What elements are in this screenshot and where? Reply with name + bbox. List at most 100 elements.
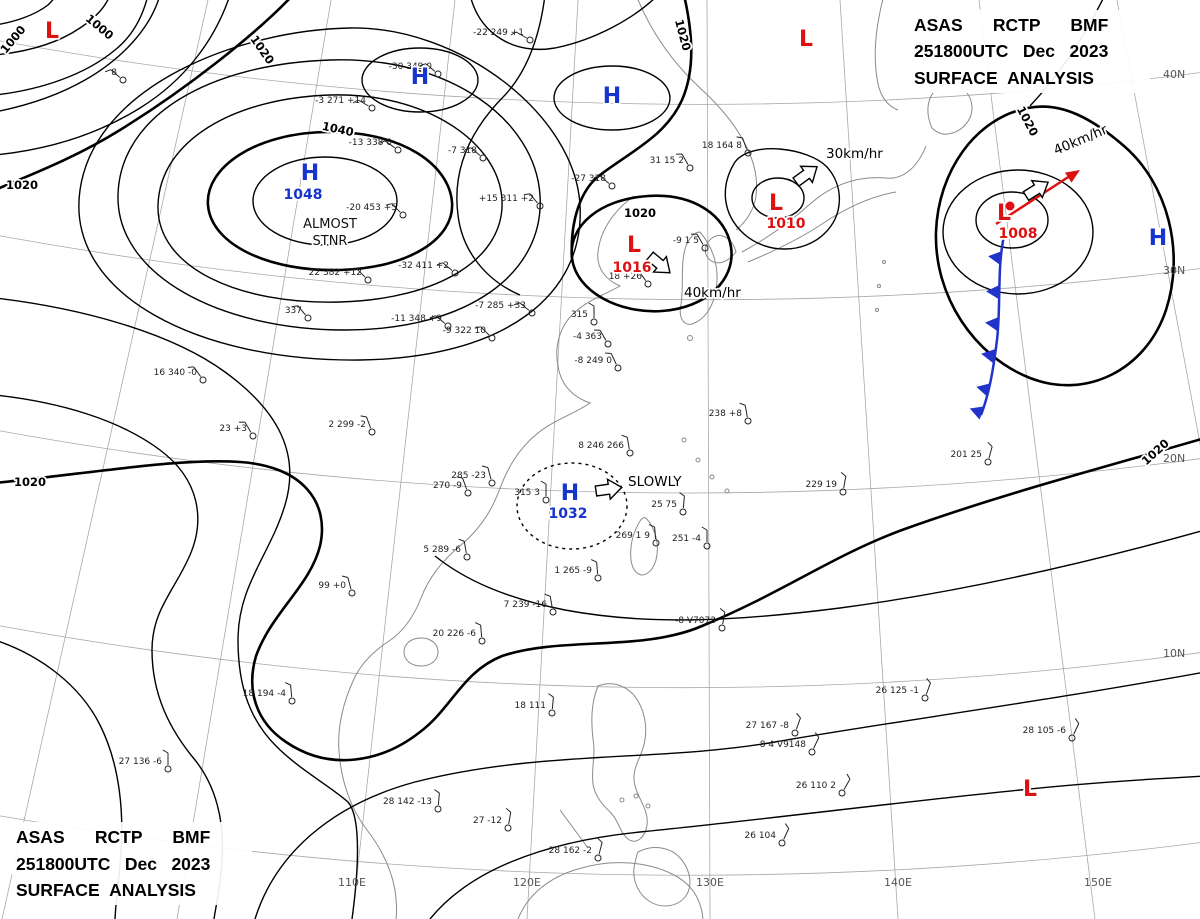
station-values: 18 +26 bbox=[609, 272, 643, 282]
cold-front-triangles bbox=[969, 251, 1002, 420]
station-circle-icon bbox=[549, 608, 557, 616]
isobar-label: 1000 bbox=[83, 11, 117, 42]
isobar-line bbox=[434, 530, 1200, 621]
isobar-line bbox=[0, 0, 148, 96]
cold-front-triangle-icon bbox=[969, 406, 985, 420]
wind-barb-icon bbox=[391, 203, 401, 213]
station-plot: 269 1 9 bbox=[616, 524, 660, 547]
isobar-label: 1020 bbox=[14, 475, 46, 489]
station-circle-icon bbox=[394, 146, 402, 154]
station-circle-icon bbox=[528, 309, 536, 317]
movement-arrows bbox=[594, 165, 1050, 501]
wind-barb-tick-icon bbox=[588, 302, 595, 307]
station-values: -9 1 5 bbox=[673, 236, 699, 246]
cold-front-triangle-icon bbox=[976, 383, 991, 397]
pressure-value: 1010 bbox=[767, 216, 806, 232]
wind-barb-icon bbox=[480, 625, 483, 638]
wind-barb-tick-icon bbox=[736, 136, 743, 139]
cold-front-triangle-icon bbox=[988, 251, 1002, 265]
station-values: -32 411 +2 bbox=[398, 261, 449, 271]
station-values: 238 +8 bbox=[709, 409, 743, 419]
station-circle-icon bbox=[504, 824, 512, 832]
isobar-label: 1020 bbox=[624, 206, 656, 220]
station-circle-icon bbox=[304, 314, 312, 322]
station-values: -4 363 bbox=[573, 332, 602, 342]
wind-barb-tick-icon bbox=[474, 622, 481, 626]
pressure-letter: L bbox=[627, 233, 641, 258]
motion-labels: 30km/hr 40km/hr 40km/hr SLOWLY bbox=[626, 120, 1112, 492]
station-circle-icon bbox=[614, 364, 622, 372]
station-plot: -13 338 0 bbox=[349, 138, 402, 154]
station-circle-icon bbox=[778, 839, 786, 847]
isobar-line-1020 bbox=[0, 438, 1200, 762]
wind-barb-icon bbox=[925, 682, 931, 695]
pressure-letter: L bbox=[799, 27, 813, 52]
fronts bbox=[969, 170, 1080, 420]
wind-barb-icon bbox=[795, 717, 801, 730]
longitude-line bbox=[1, 0, 209, 919]
coastline-japan-kyushu bbox=[704, 235, 737, 264]
station-values: 20 226 -6 bbox=[433, 629, 477, 639]
station-circle-icon bbox=[604, 340, 612, 348]
station-circle-icon bbox=[744, 149, 752, 157]
wind-barb-tick-icon bbox=[987, 441, 993, 447]
island-izu bbox=[875, 308, 879, 312]
wind-barb-tick-icon bbox=[814, 732, 820, 738]
pressure-value: 1008 bbox=[999, 226, 1038, 242]
station-circle-icon bbox=[434, 70, 442, 78]
isobar-line bbox=[0, 297, 359, 919]
station-values: 18 111 bbox=[515, 701, 547, 711]
wind-barb-icon bbox=[290, 685, 293, 698]
wind-barb-tick-icon bbox=[784, 823, 790, 829]
wind-barb-tick-icon bbox=[456, 476, 463, 479]
isobar-line-1020 bbox=[0, 0, 290, 190]
coastline-borneo bbox=[517, 862, 704, 919]
pressure-letter: L bbox=[769, 191, 783, 216]
station-values: 27 167 -8 bbox=[746, 721, 790, 731]
station-plot: 18 164 8 bbox=[702, 136, 752, 157]
station-values: -11 348 +9 bbox=[391, 314, 442, 324]
island-izu bbox=[877, 284, 881, 288]
low-center-dot bbox=[1005, 201, 1015, 211]
station-values: +15 311 +2 bbox=[479, 194, 534, 204]
station-plot: 18 +26 bbox=[609, 270, 652, 288]
station-values: 27 -12 bbox=[473, 816, 502, 826]
wind-barb-icon bbox=[519, 302, 530, 311]
coastline-china bbox=[338, 195, 635, 919]
wind-barb-tick-icon bbox=[429, 315, 436, 319]
station-plot: -8 V7073 bbox=[675, 608, 726, 632]
coastline-luzon bbox=[591, 683, 648, 842]
station-plot: -7 285 +33 bbox=[475, 301, 536, 317]
coastline-japan-honshu-south bbox=[747, 191, 897, 263]
wind-barb-icon bbox=[843, 778, 851, 790]
station-values: 285 -23 bbox=[451, 471, 486, 481]
station-plot: 28 162 -2 bbox=[549, 837, 603, 862]
station-circle-icon bbox=[526, 36, 534, 44]
wind-barb-icon bbox=[722, 612, 726, 625]
station-plot: 8 bbox=[104, 68, 127, 84]
station-circle-icon bbox=[608, 182, 616, 190]
wind-barb-tick-icon bbox=[104, 69, 111, 73]
wind-barb-tick-icon bbox=[341, 575, 348, 579]
wind-barb-icon bbox=[244, 421, 252, 433]
wind-barb-tick-icon bbox=[291, 305, 298, 308]
pressure-letter: H bbox=[301, 161, 319, 186]
station-values: 2 299 -2 bbox=[328, 420, 366, 430]
station-plot: 8 246 266 bbox=[578, 434, 634, 457]
wind-barb-tick-icon bbox=[419, 63, 426, 67]
station-circle-icon bbox=[838, 789, 846, 797]
station-plot: 18 194 -4 bbox=[243, 682, 296, 705]
pressure-value: 1032 bbox=[549, 506, 588, 522]
station-circle-icon bbox=[164, 765, 172, 773]
wind-barb-tick-icon bbox=[926, 678, 931, 684]
longitude-line bbox=[351, 0, 456, 919]
chart-datetime: 251800UTC Dec 2023 bbox=[16, 853, 211, 874]
chart-type: SURFACE ANALYSIS bbox=[16, 879, 196, 900]
station-values: 5 289 -6 bbox=[423, 545, 461, 555]
station-circle-icon bbox=[791, 729, 799, 737]
pressure-letter: H bbox=[411, 65, 429, 90]
wind-barb-tick-icon bbox=[510, 31, 517, 36]
